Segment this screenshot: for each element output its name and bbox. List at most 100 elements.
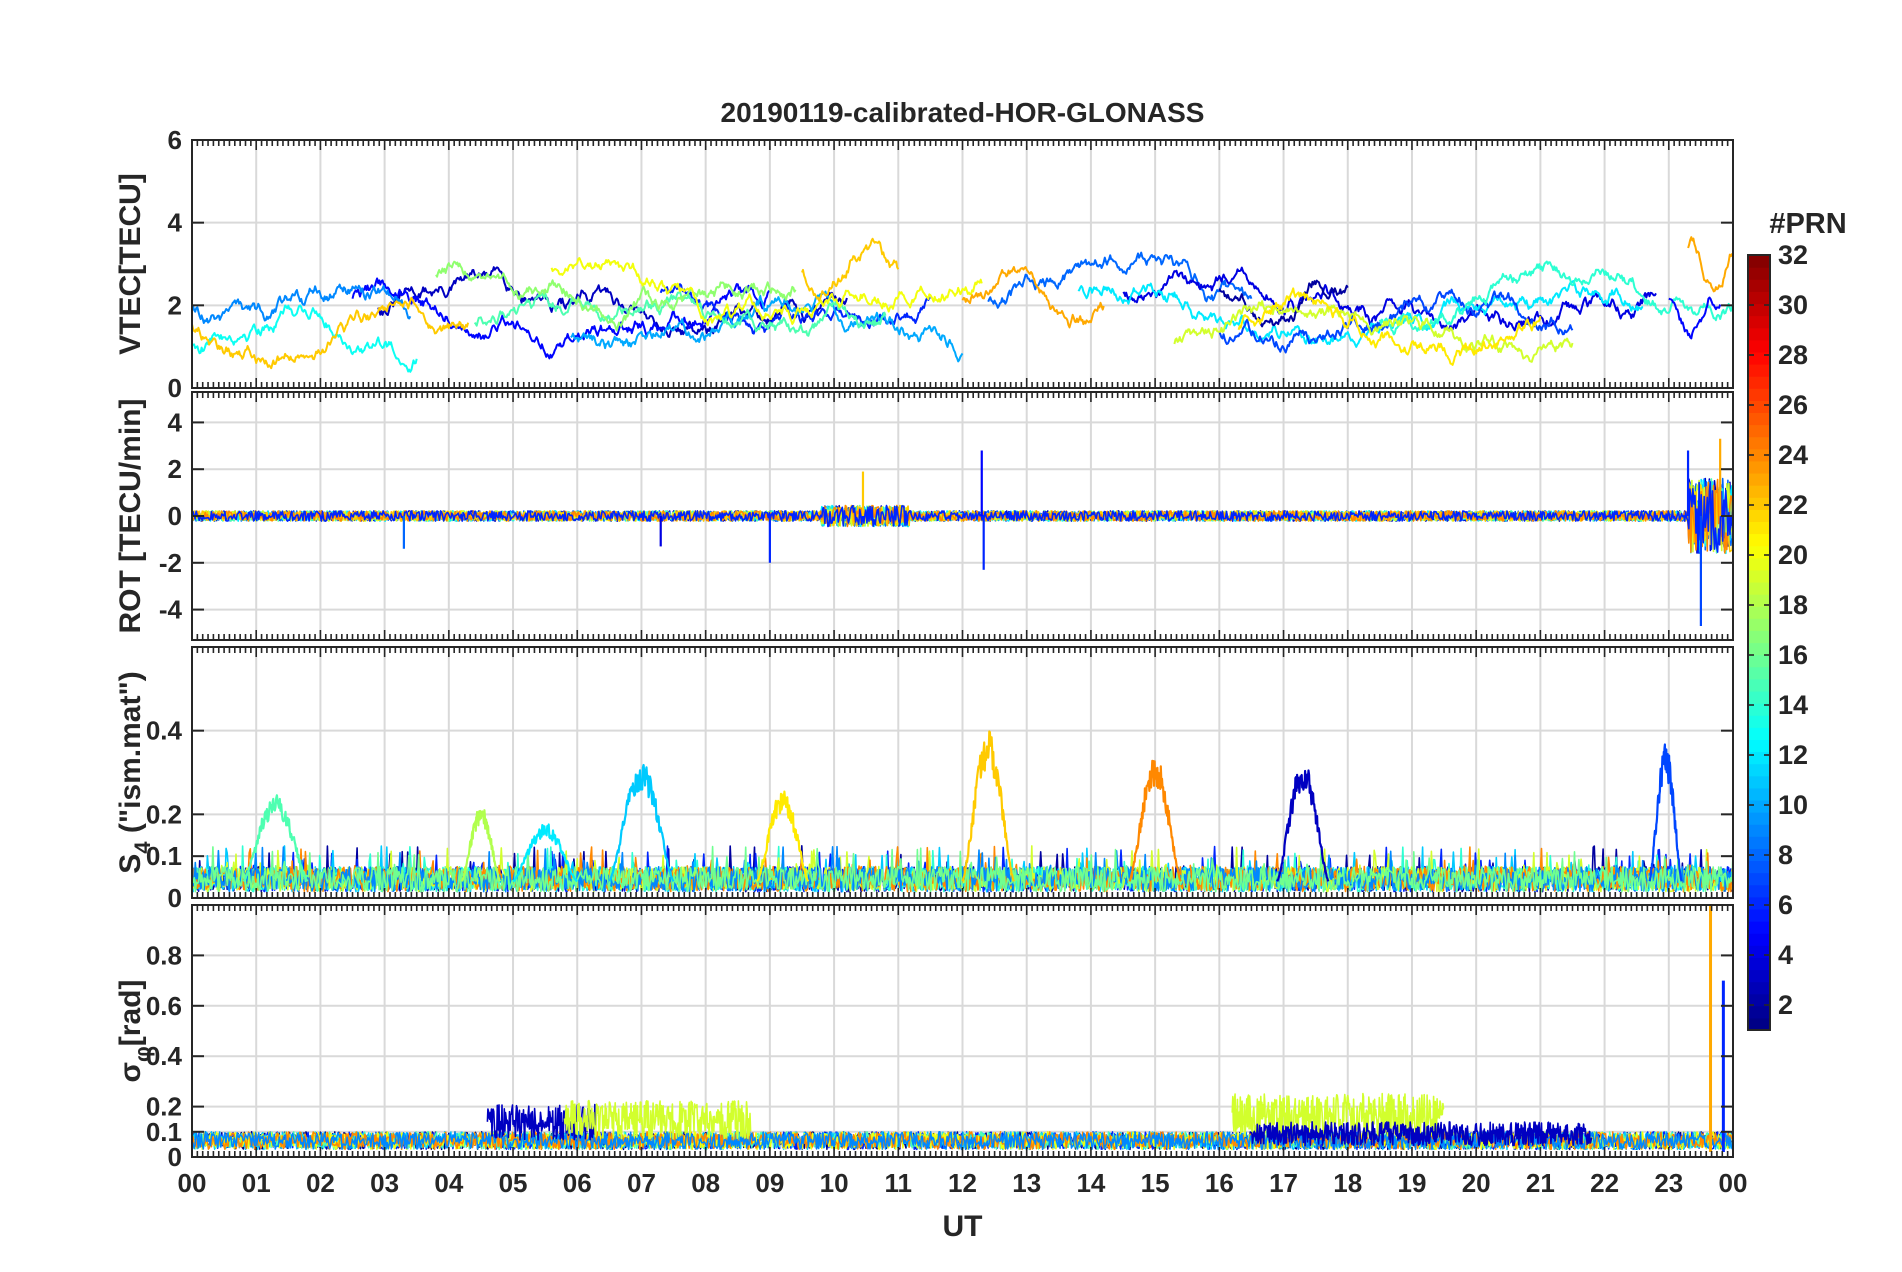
x-tick-label: 06 xyxy=(563,1168,592,1198)
x-axis: 00 01 02 03 04 05 06 07 08 09 10 11 12 13 14 15 16 17 18 19… xyxy=(178,1168,1748,1198)
colorbar-segment xyxy=(1748,751,1770,765)
colorbar-segment xyxy=(1748,775,1770,789)
colorbar-title: #PRN xyxy=(1769,208,1846,240)
s4-event-prn-7 xyxy=(1648,743,1683,882)
colorbar-segment xyxy=(1748,569,1770,583)
colorbar-segment xyxy=(1748,715,1770,728)
x-tick-label: 18 xyxy=(1333,1168,1362,1198)
panel-rot: -4 -2 0 2 4 ROT [TECU/min] xyxy=(114,391,1734,641)
colorbar-segment xyxy=(1748,872,1770,886)
y-tick-label: 6 xyxy=(168,125,182,155)
colorbar-segment xyxy=(1748,472,1770,486)
colorbar-segment xyxy=(1748,497,1770,510)
x-tick-label: 17 xyxy=(1269,1168,1298,1198)
x-tick-label: 13 xyxy=(1012,1168,1041,1198)
vtec-series-prn-23 xyxy=(961,266,1105,329)
y-tick-label: 0.1 xyxy=(146,1117,182,1147)
s4-event-prn-3 xyxy=(1276,769,1330,882)
vtec-series-prn-7 xyxy=(1218,288,1574,354)
colorbar-segment xyxy=(1748,606,1770,619)
s4-event-prn-18 xyxy=(460,809,502,882)
x-tick-label: 07 xyxy=(627,1168,656,1198)
vtec-series-prn-19 xyxy=(1173,300,1574,363)
colorbar-frame xyxy=(1747,254,1771,1031)
y-tick-label: 2 xyxy=(168,290,182,320)
colorbar-tick-label: 24 xyxy=(1778,440,1808,470)
colorbar-segment xyxy=(1748,291,1770,305)
vtec-series-prn-5 xyxy=(1668,296,1722,340)
colorbar-segment xyxy=(1748,812,1770,825)
chart-title: 20190119-calibrated-HOR-GLONASS xyxy=(721,97,1205,128)
vtec-series-prn-3 xyxy=(377,266,848,338)
x-tick-label: 08 xyxy=(691,1168,720,1198)
colorbar-segment xyxy=(1748,255,1770,268)
colorbar-segment xyxy=(1748,933,1770,946)
colorbar-segment xyxy=(1748,884,1770,898)
colorbar-tick-label: 32 xyxy=(1778,240,1808,270)
colorbar-segment xyxy=(1748,727,1770,740)
colorbar-segment xyxy=(1748,279,1770,292)
vtec-series-prn-8 xyxy=(987,251,1253,309)
colorbar-segment xyxy=(1748,896,1770,910)
y-tick-label: 0.2 xyxy=(146,1092,182,1122)
colorbar-segment xyxy=(1748,412,1770,426)
vtec-series-prn-12 xyxy=(1077,280,1644,348)
y-tick-label: -4 xyxy=(159,595,183,625)
colorbar-segment xyxy=(1748,763,1770,777)
colorbar-segment xyxy=(1748,315,1770,329)
sigma-band-prn-19 xyxy=(563,1099,752,1140)
x-tick-label: 12 xyxy=(948,1168,977,1198)
y-axis-label-main: σ xyxy=(114,1062,147,1083)
panel-data xyxy=(192,905,1733,1152)
vtec-series-prn-21 xyxy=(1237,287,1542,366)
x-tick-label: 09 xyxy=(755,1168,784,1198)
x-tick-label: 16 xyxy=(1205,1168,1234,1198)
colorbar-tick-label: 14 xyxy=(1778,690,1808,720)
y-tick-label: 0.4 xyxy=(146,1041,183,1071)
colorbar-segment xyxy=(1748,363,1770,377)
colorbar-segment xyxy=(1748,739,1770,753)
vtec-series-prn-5 xyxy=(351,277,771,360)
colorbar-segment xyxy=(1748,969,1770,983)
s4-event-prn-21 xyxy=(756,790,810,883)
panel-s4: 00.10.20.4S4 ("ism.mat") xyxy=(114,646,1734,913)
colorbar-segment xyxy=(1748,400,1770,414)
y-tick-label: -2 xyxy=(159,548,182,578)
rot-series-prn-6 xyxy=(192,481,1733,554)
vtec-series-prn-10 xyxy=(570,290,964,363)
y-tick-label: 0 xyxy=(168,883,182,913)
colorbar-segment xyxy=(1748,448,1770,462)
y-axis-label: ROT [TECU/min] xyxy=(114,399,147,634)
colorbar-segment xyxy=(1748,993,1770,1007)
x-tick-label: 23 xyxy=(1654,1168,1683,1198)
y-axis-label: VTEC[TECU] xyxy=(114,173,147,355)
colorbar-segment xyxy=(1748,460,1770,474)
vtec-series-prn-2 xyxy=(1218,279,1349,328)
colorbar-segment xyxy=(1748,267,1770,280)
colorbar-tick-label: 12 xyxy=(1778,740,1808,770)
y-axis-label-rest: [rad] xyxy=(114,980,147,1047)
colorbar-segment xyxy=(1748,485,1770,498)
colorbar-segment xyxy=(1748,351,1770,365)
colorbar-segment xyxy=(1748,824,1770,837)
y-tick-label: 0.2 xyxy=(146,799,182,829)
y-axis-label: σφ[rad] xyxy=(114,980,155,1083)
x-tick-label: 20 xyxy=(1462,1168,1491,1198)
vtec-series-prn-4 xyxy=(1122,266,1657,332)
y-axis-label-rest: ("ism.mat") xyxy=(114,671,147,841)
y-tick-label: 0.4 xyxy=(146,716,183,746)
colorbar-segment xyxy=(1748,388,1770,401)
vtec-series-prn-17 xyxy=(435,260,797,332)
colorbar-segment xyxy=(1748,424,1770,438)
panel-sigma_phi: 00.10.2 0.4 0.6 0.8 σφ[rad] xyxy=(114,904,1734,1172)
vtec-series-prn-23 xyxy=(1687,236,1733,293)
colorbar-segment xyxy=(1748,630,1770,644)
x-tick-label: 00 xyxy=(1719,1168,1748,1198)
x-axis-label: UT xyxy=(943,1210,983,1243)
x-tick-label: 19 xyxy=(1397,1168,1426,1198)
colorbar-tick-label: 20 xyxy=(1778,540,1808,570)
colorbar-segment xyxy=(1748,848,1770,862)
colorbar-segment xyxy=(1748,327,1770,341)
